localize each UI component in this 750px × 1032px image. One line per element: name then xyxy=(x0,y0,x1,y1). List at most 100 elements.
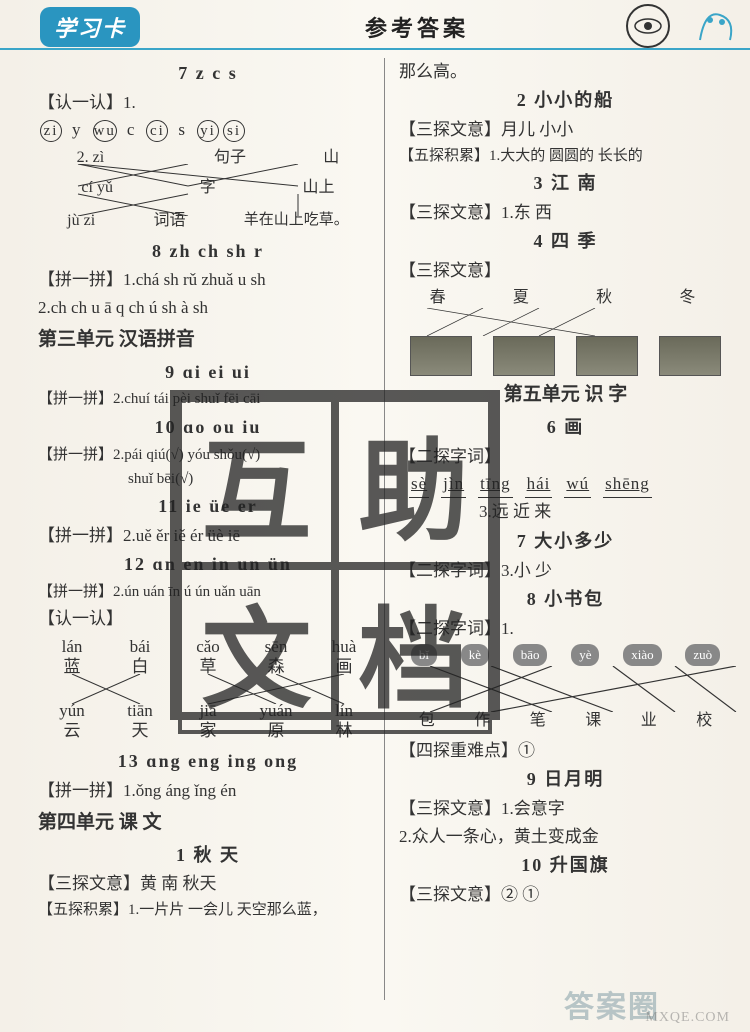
eye-badge-icon xyxy=(626,4,670,48)
season-label: 冬 xyxy=(679,286,701,311)
r-section-3: 3 江 南 xyxy=(399,170,732,198)
pill-bot: 包作笔课业校 xyxy=(399,709,732,734)
r8-2: 【四探重难点】① xyxy=(399,738,732,764)
pinyin-pill: bǐ xyxy=(411,644,437,666)
pinyin-item: wú xyxy=(564,471,591,498)
r3: 【三探文意】1.东 西 xyxy=(399,200,732,226)
match-cell: 原 xyxy=(242,718,310,744)
page: 学习卡 参考答案 7 z c s 【认一认】1. ziywuccisyisi 2… xyxy=(0,0,750,1032)
page-title: 参考答案 xyxy=(365,11,469,43)
ren1-item: si xyxy=(223,120,245,142)
r2b: 【五探积累】1.大大的 圆圆的 长长的 xyxy=(399,145,732,168)
cont-line: 那么高。 xyxy=(399,59,732,85)
r7: 【二探字词】3.小 少 xyxy=(399,558,732,584)
ren1-item: y xyxy=(72,120,83,139)
season-image xyxy=(576,336,638,376)
pin12: 【拼一拼】2.ún uán īn ú ún uǎn uān xyxy=(38,581,378,604)
two-column-body: 7 z c s 【认一认】1. ziywuccisyisi 2. zì 句子 山… xyxy=(0,50,750,1000)
ren1-item: wu xyxy=(93,120,117,142)
pill-top: bǐ kè bāo yè xiào zuò xyxy=(399,644,732,666)
corner-character-icon xyxy=(690,0,740,50)
season-image xyxy=(493,336,555,376)
match-cell: 家 xyxy=(174,718,242,744)
pin9: 【拼一拼】2.chuí tái pèi shuǐ fēi cāi xyxy=(38,388,378,411)
ren1-row: ziywuccisyisi xyxy=(38,117,378,143)
ren1-item: yi xyxy=(197,120,219,142)
qiu2: 【五探积累】1.一片片 一会儿 天空那么蓝， xyxy=(38,899,378,922)
hanzi-item: 课 xyxy=(585,709,601,734)
section-8-title: 8 zh ch sh r xyxy=(38,238,378,266)
pinyin-item: jìn xyxy=(441,471,466,498)
r-section-8: 8 小书包 xyxy=(399,586,732,614)
pill-match: bǐ kè bāo yè xiào zuò 包 作 笔 课 业 校 xyxy=(399,644,732,734)
season-image xyxy=(410,336,472,376)
pin10a: 【拼一拼】2.pái qiú(√) yóu shǒu(√) xyxy=(38,444,378,467)
r-section-2: 2 小小的船 xyxy=(399,87,732,115)
season-lines xyxy=(399,308,623,336)
qiu1: 【三探文意】黄 南 秋天 xyxy=(38,871,378,897)
section-10-title: 10 ɑo ou iu xyxy=(38,414,378,442)
unit4-title: 第四单元 课 文 xyxy=(38,808,378,837)
section-9-title: 9 ɑi ei ui xyxy=(38,359,378,387)
r-section-6: 6 画 xyxy=(399,414,732,442)
r9a: 【三探文意】1.会意字 xyxy=(399,796,732,822)
pinyin-item: shēng xyxy=(603,471,652,498)
section-12-title: 12 ɑn en in un ün xyxy=(38,551,378,579)
r10: 【三探文意】② ① xyxy=(399,882,732,908)
season-bot xyxy=(399,336,732,376)
pinyin-pill: kè xyxy=(461,644,489,666)
match-cell: 云 xyxy=(38,718,106,744)
hanzi-item: 包 xyxy=(419,709,435,734)
hanzi-item: 作 xyxy=(474,709,490,734)
right-column: 那么高。 2 小小的船 【三探文意】月儿 小小 【五探积累】1.大大的 圆圆的 … xyxy=(385,58,732,1000)
hanzi-item: 笔 xyxy=(530,709,546,734)
footer-watermark-2: MXQE.COM xyxy=(645,1010,730,1026)
r2a: 【三探文意】月儿 小小 xyxy=(399,117,732,143)
r6-py: sèjìntīngháiwúshēng xyxy=(399,471,732,498)
unit3-title: 第三单元 汉语拼音 xyxy=(38,325,378,354)
section-11-title: 11 ie üe er xyxy=(38,493,378,521)
pinyin-item: sè xyxy=(409,471,429,498)
r6-2: 3.远 近 来 xyxy=(399,499,732,525)
pinyin-item: tīng xyxy=(478,471,512,498)
hanzi-item: 校 xyxy=(696,709,712,734)
pin8-1: 【拼一拼】1.chá sh rǔ zhuǎ u sh xyxy=(38,267,378,293)
pill-lines xyxy=(399,666,750,712)
ren1-item: s xyxy=(178,120,187,139)
ren1-item: zi xyxy=(40,120,62,142)
pin10b: shuǐ bēi(√) xyxy=(38,468,378,491)
unit5-title: 第五单元 识 字 xyxy=(399,380,732,409)
logo-card: 学习卡 xyxy=(40,7,140,47)
match-cell: 林 xyxy=(310,718,378,744)
pinyin-pill: zuò xyxy=(685,644,720,666)
r6-label: 【二探字词】 xyxy=(399,444,732,470)
header: 学习卡 参考答案 xyxy=(0,0,750,50)
match-cell: 天 xyxy=(106,718,174,744)
section-qiu-title: 1 秋 天 xyxy=(38,842,378,870)
ren1-item: c xyxy=(127,120,137,139)
q2-lines xyxy=(38,164,358,216)
left-column: 7 z c s 【认一认】1. ziywuccisyisi 2. zì 句子 山… xyxy=(38,58,385,1000)
pin11: 【拼一拼】2.uě ěr iě ér üè iē xyxy=(38,523,378,549)
m-lines xyxy=(38,674,378,704)
section-13-title: 13 ɑng eng ing ong xyxy=(38,748,378,776)
section-7-title: 7 z c s xyxy=(38,60,378,88)
r9b: 2.众人一条心，黄土变成金 xyxy=(399,824,732,850)
r-section-4: 4 四 季 xyxy=(399,228,732,256)
ren2-label: 【认一认】 xyxy=(38,606,378,632)
m-bot-hz: 云天家原林 xyxy=(38,718,378,744)
pinyin-hanzi-match: lánbáicǎosēnhuà 蓝白草森画 yúntiānjiāyuánlín … xyxy=(38,634,378,744)
pinyin-pill: yè xyxy=(571,644,599,666)
pinyin-pill: xiào xyxy=(623,644,661,666)
r-section-10: 10 升国旗 xyxy=(399,852,732,880)
hanzi-item: 业 xyxy=(641,709,657,734)
r-section-9: 9 日月明 xyxy=(399,766,732,794)
pinyin-pill: bāo xyxy=(513,644,548,666)
season-match: 春夏秋冬 xyxy=(399,286,732,376)
pinyin-item: hái xyxy=(525,471,553,498)
pin13: 【拼一拼】1.ǒng áng ǐng én xyxy=(38,778,378,804)
pin8-2: 2.ch ch u ā q ch ú sh à sh xyxy=(38,295,378,321)
q2-match: 2. zì 句子 山 cí yǔ 字 山上 jù zi 词语 羊在山上吃草。 xyxy=(38,146,378,234)
r-section-7: 7 大小多少 xyxy=(399,528,732,556)
ren1-label: 【认一认】1. xyxy=(38,90,378,116)
